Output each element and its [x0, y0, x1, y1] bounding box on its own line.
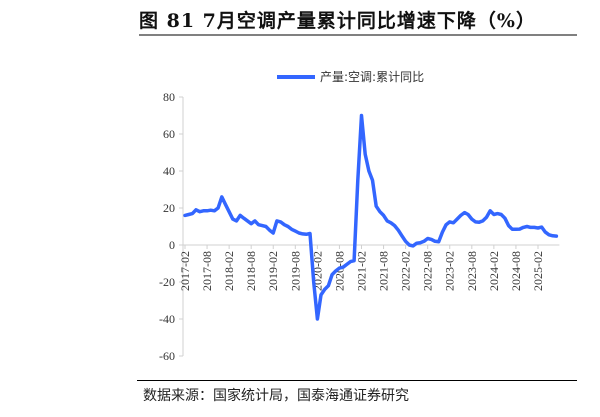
- x-tick-label: 2022-08: [421, 251, 435, 291]
- y-tick-label: -60: [159, 349, 175, 363]
- x-tick-label: 2024-02: [487, 251, 501, 291]
- axes: -60 -40 -20 0 20 40 60 80 2017-02 2017-08 2018-02 2…: [159, 90, 560, 363]
- y-tick-label: 40: [163, 164, 175, 178]
- x-tick-label: 2017-02: [178, 251, 192, 291]
- source-divider: [137, 380, 577, 381]
- x-tick-label: 2019-08: [288, 251, 302, 291]
- y-tick-label: 20: [163, 201, 175, 215]
- x-tick-label: 2020-08: [332, 251, 346, 291]
- y-tick-label: 80: [163, 90, 175, 104]
- legend-label: 产量:空调:累计同比: [320, 70, 424, 84]
- x-tick-label: 2023-02: [443, 251, 457, 291]
- title-divider: [139, 34, 577, 36]
- y-tick-label: -20: [159, 275, 175, 289]
- x-tick-label: 2024-08: [509, 251, 523, 291]
- chart-title: 图 81 7月空调产量累计同比增速下降（%）: [139, 10, 536, 32]
- x-tick-label: 2023-08: [465, 251, 479, 291]
- y-tick-label: 60: [163, 127, 175, 141]
- legend: 产量:空调:累计同比: [277, 70, 424, 84]
- source-note: 数据来源：国家统计局，国泰海通证券研究: [143, 388, 409, 404]
- x-tick-label: 2022-02: [399, 251, 413, 291]
- x-tick-label: 2018-08: [244, 251, 258, 291]
- y-tick-label: 0: [169, 238, 175, 252]
- x-tick-label: 2017-08: [200, 251, 214, 291]
- x-tick-label: 2019-02: [266, 251, 280, 291]
- plot-area: [183, 113, 559, 321]
- x-tick-label: 2021-08: [377, 251, 391, 291]
- x-tick-label: 2025-02: [531, 251, 545, 291]
- x-tick-label: 2021-02: [354, 251, 368, 291]
- x-tick-label: 2018-02: [222, 251, 236, 291]
- series-line: [183, 113, 559, 321]
- y-tick-label: -40: [159, 312, 175, 326]
